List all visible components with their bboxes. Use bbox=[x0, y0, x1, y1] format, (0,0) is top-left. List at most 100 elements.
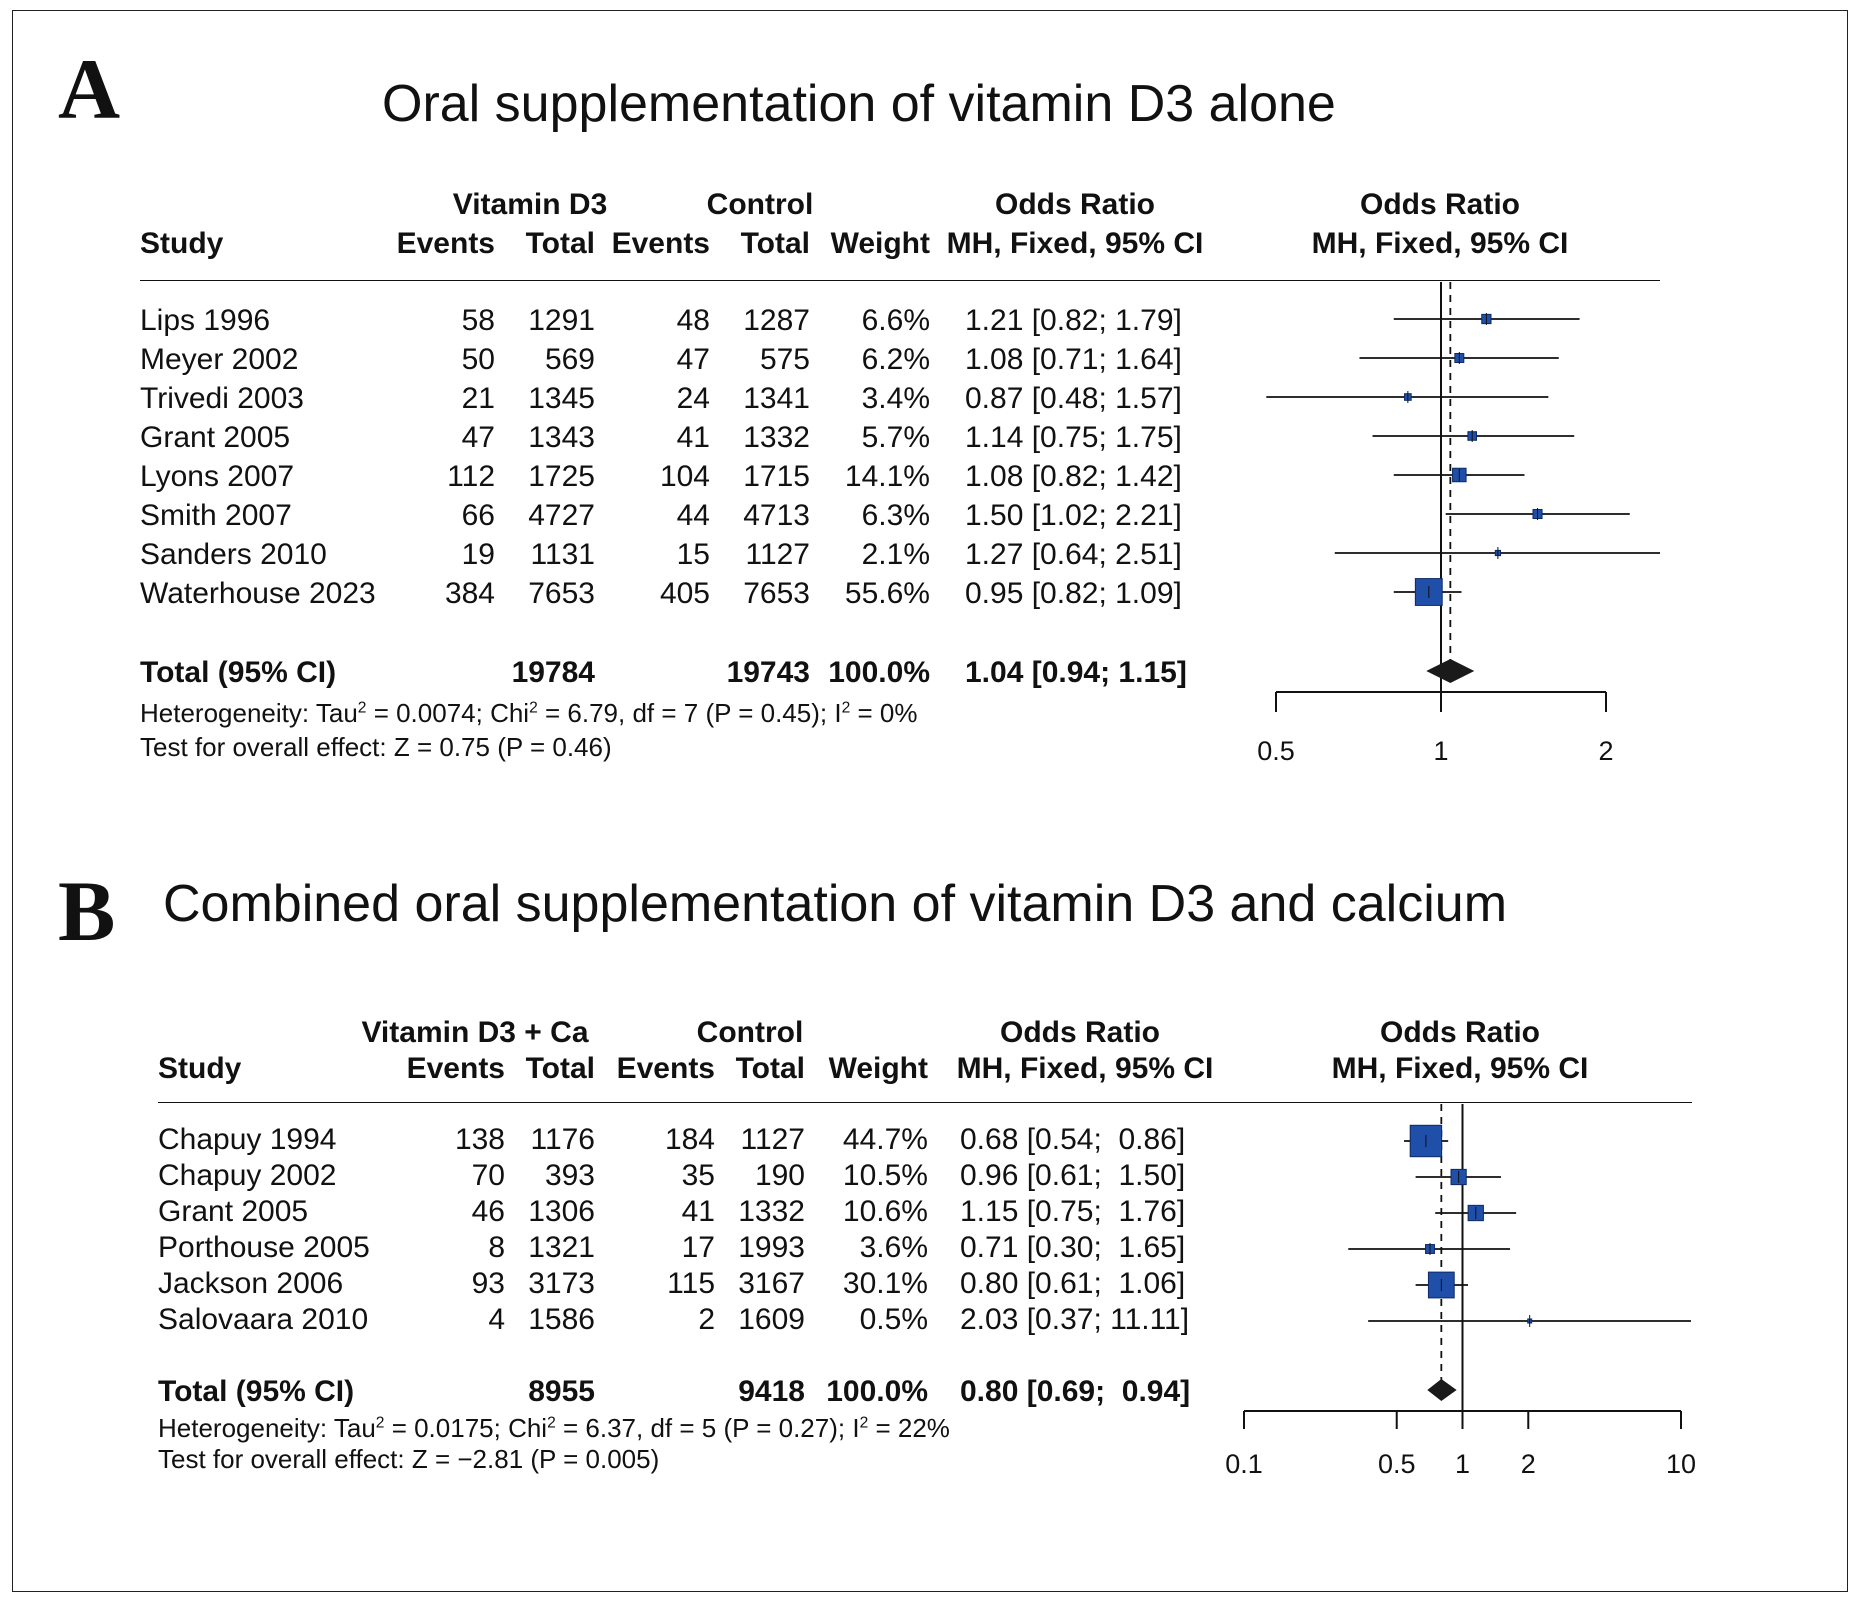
ci-cell: 2.03 [0.37; 11.11] bbox=[960, 1303, 1190, 1336]
total1-cell: 1321 bbox=[528, 1231, 595, 1264]
total-label: Total (95% CI) bbox=[140, 656, 337, 689]
total2-cell: 7653 bbox=[743, 577, 810, 610]
ci-cell: 1.08 [0.71; 1.64] bbox=[965, 343, 1182, 376]
events2-cell: 47 bbox=[676, 343, 710, 376]
total-label: Total (95% CI) bbox=[158, 1375, 355, 1408]
weight-cell: 6.3% bbox=[861, 499, 930, 532]
x-tick-label: 2 bbox=[1598, 736, 1613, 766]
panel-b-header-total1: Total bbox=[525, 1052, 595, 1085]
study-name: Grant 2005 bbox=[140, 421, 291, 454]
pooled-diamond bbox=[1426, 659, 1475, 683]
panel-a-header-study: Study bbox=[140, 227, 224, 260]
total2-sum: 9418 bbox=[738, 1375, 805, 1408]
total1-cell: 1343 bbox=[528, 421, 595, 454]
events2-cell: 2 bbox=[698, 1303, 715, 1336]
events2-cell: 48 bbox=[676, 304, 710, 337]
total-ci: 1.04 [0.94; 1.15] bbox=[965, 656, 1187, 689]
events2-cell: 104 bbox=[659, 460, 710, 493]
events2-cell: 15 bbox=[676, 538, 710, 571]
total1-cell: 7653 bbox=[528, 577, 595, 610]
panel-b-header-study: Study bbox=[158, 1052, 242, 1085]
study-name: Lips 1996 bbox=[140, 304, 271, 337]
total1-cell: 1306 bbox=[528, 1195, 595, 1228]
weight-cell: 3.4% bbox=[861, 382, 930, 415]
panel-a-header-method-plot: MH, Fixed, 95% CI bbox=[1311, 227, 1569, 260]
panel-b-header-events1: Events bbox=[406, 1052, 505, 1085]
pooled-diamond bbox=[1427, 1379, 1457, 1401]
events2-cell: 24 bbox=[676, 382, 710, 415]
ci-cell: 1.15 [0.75; 1.76] bbox=[960, 1195, 1186, 1228]
study-name: Grant 2005 bbox=[158, 1195, 309, 1228]
total1-cell: 569 bbox=[544, 343, 595, 376]
events2-cell: 17 bbox=[681, 1231, 715, 1264]
total2-cell: 575 bbox=[759, 343, 810, 376]
panel-a-header-method-text: MH, Fixed, 95% CI bbox=[946, 227, 1204, 260]
total2-cell: 1332 bbox=[743, 421, 810, 454]
total2-cell: 1715 bbox=[743, 460, 810, 493]
study-name: Meyer 2002 bbox=[140, 343, 299, 376]
ci-cell: 0.80 [0.61; 1.06] bbox=[960, 1267, 1186, 1300]
events2-cell: 35 bbox=[681, 1159, 715, 1192]
study-name: Sanders 2010 bbox=[140, 538, 327, 571]
total1-sum: 19784 bbox=[511, 656, 595, 689]
total-ci: 0.80 [0.69; 0.94] bbox=[960, 1375, 1191, 1408]
events1-cell: 21 bbox=[461, 382, 495, 415]
events1-cell: 19 bbox=[461, 538, 495, 571]
panel-b-header-group2: Control bbox=[696, 1016, 804, 1049]
x-tick-label: 1 bbox=[1455, 1449, 1470, 1479]
ci-cell: 0.96 [0.61; 1.50] bbox=[960, 1159, 1186, 1192]
panel-a-header-or-plot: Odds Ratio bbox=[1359, 188, 1520, 221]
ci-cell: 0.95 [0.82; 1.09] bbox=[965, 577, 1182, 610]
total2-sum: 19743 bbox=[726, 656, 810, 689]
x-tick-label: 0.5 bbox=[1257, 736, 1295, 766]
panel-a-header-group2: Control bbox=[706, 188, 814, 221]
weight-cell: 55.6% bbox=[844, 577, 930, 610]
weight-cell: 3.6% bbox=[859, 1231, 928, 1264]
weight-cell: 5.7% bbox=[861, 421, 930, 454]
events1-cell: 50 bbox=[461, 343, 495, 376]
x-tick-label: 10 bbox=[1666, 1449, 1696, 1479]
total2-cell: 1993 bbox=[738, 1231, 805, 1264]
panel-b-heterogeneity: Heterogeneity: Tau2 = 0.0175; Chi2 = 6.3… bbox=[158, 1413, 950, 1443]
figure-frame bbox=[12, 10, 1848, 1592]
total2-cell: 1341 bbox=[743, 382, 810, 415]
ci-cell: 1.27 [0.64; 2.51] bbox=[965, 538, 1182, 571]
total1-sum: 8955 bbox=[528, 1375, 595, 1408]
ci-cell: 0.87 [0.48; 1.57] bbox=[965, 382, 1182, 415]
study-name: Salovaara 2010 bbox=[158, 1303, 369, 1336]
total2-cell: 1609 bbox=[738, 1303, 805, 1336]
weight-cell: 0.5% bbox=[859, 1303, 928, 1336]
events2-cell: 184 bbox=[664, 1123, 715, 1156]
events1-cell: 112 bbox=[447, 460, 495, 493]
panel-a-header-total2: Total bbox=[740, 227, 810, 260]
total1-cell: 1291 bbox=[528, 304, 595, 337]
total1-cell: 1131 bbox=[530, 538, 595, 571]
weight-cell: 6.2% bbox=[861, 343, 930, 376]
ci-cell: 1.21 [0.82; 1.79] bbox=[965, 304, 1182, 337]
total1-cell: 4727 bbox=[528, 499, 595, 532]
x-tick-label: 2 bbox=[1521, 1449, 1536, 1479]
events2-cell: 44 bbox=[676, 499, 710, 532]
total1-cell: 1725 bbox=[528, 460, 595, 493]
events1-cell: 8 bbox=[488, 1231, 505, 1264]
events1-cell: 4 bbox=[488, 1303, 505, 1336]
total-weight: 100.0% bbox=[828, 656, 930, 689]
panel-b-header-rule bbox=[158, 1102, 1692, 1103]
panel-b-header-or-text: Odds Ratio bbox=[999, 1016, 1160, 1049]
events2-cell: 41 bbox=[681, 1195, 715, 1228]
ci-cell: 1.50 [1.02; 2.21] bbox=[965, 499, 1182, 532]
total-weight: 100.0% bbox=[826, 1375, 928, 1408]
panel-b-header-group1: Vitamin D3 + Ca bbox=[361, 1016, 589, 1049]
ci-cell: 0.71 [0.30; 1.65] bbox=[960, 1231, 1186, 1264]
ci-cell: 1.14 [0.75; 1.75] bbox=[965, 421, 1182, 454]
total2-cell: 4713 bbox=[743, 499, 810, 532]
weight-cell: 30.1% bbox=[842, 1267, 928, 1300]
panel-a-heterogeneity: Heterogeneity: Tau2 = 0.0074; Chi2 = 6.7… bbox=[140, 698, 918, 728]
study-name: Chapuy 1994 bbox=[158, 1123, 337, 1156]
total2-cell: 1287 bbox=[743, 304, 810, 337]
weight-cell: 44.7% bbox=[842, 1123, 928, 1156]
events1-cell: 66 bbox=[461, 499, 495, 532]
panel-a-header-or-text: Odds Ratio bbox=[994, 188, 1155, 221]
